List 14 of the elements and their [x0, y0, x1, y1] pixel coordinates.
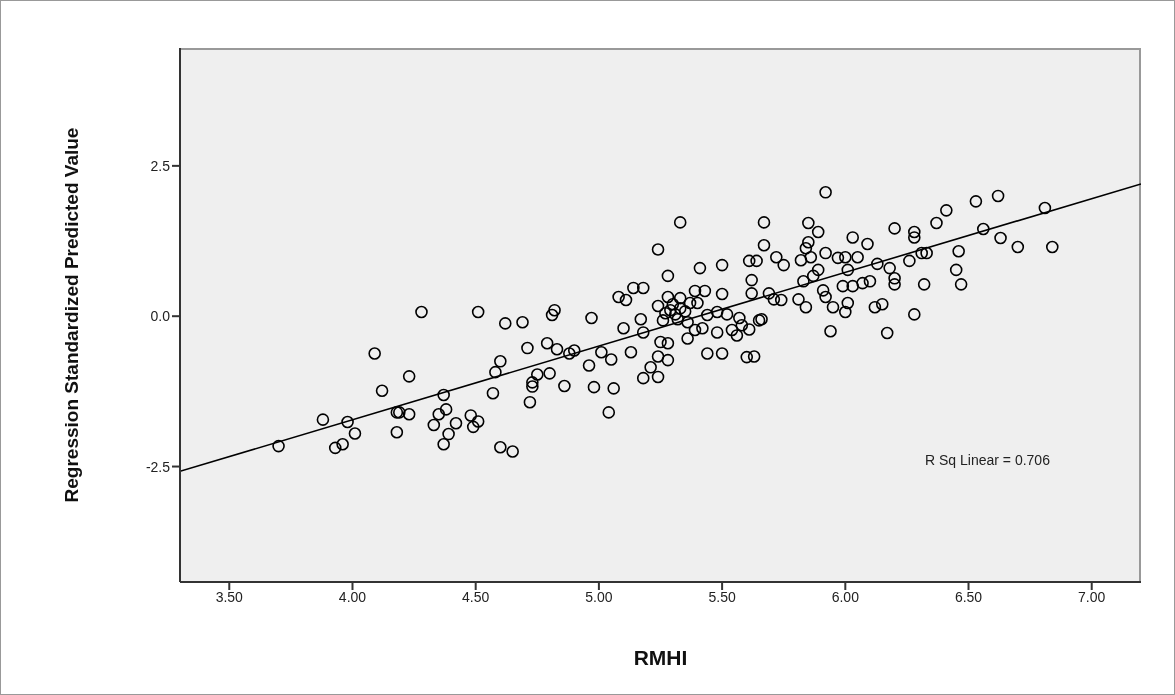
- x-tick-label: 6.00: [831, 588, 860, 605]
- x-tick-label: 5.00: [585, 588, 613, 605]
- x-tick-label: 6.50: [954, 588, 983, 605]
- x-tick-label: 4.00: [338, 588, 367, 605]
- y-axis-title: Regression Standardized Predicted Value: [60, 126, 83, 505]
- x-tick-label: 4.50: [462, 588, 490, 605]
- y-tick-label: -2.5: [145, 458, 171, 475]
- x-tick-label: 7.00: [1078, 588, 1106, 605]
- annotation: R Sq Linear = 0.706: [925, 452, 1050, 468]
- y-tick-label: 2.5: [150, 157, 171, 174]
- x-tick-label: 5.50: [708, 588, 736, 605]
- x-tick-label: 3.50: [215, 588, 244, 605]
- x-axis-title: RMHI: [633, 646, 688, 669]
- y-tick-label: 0.0: [150, 308, 171, 325]
